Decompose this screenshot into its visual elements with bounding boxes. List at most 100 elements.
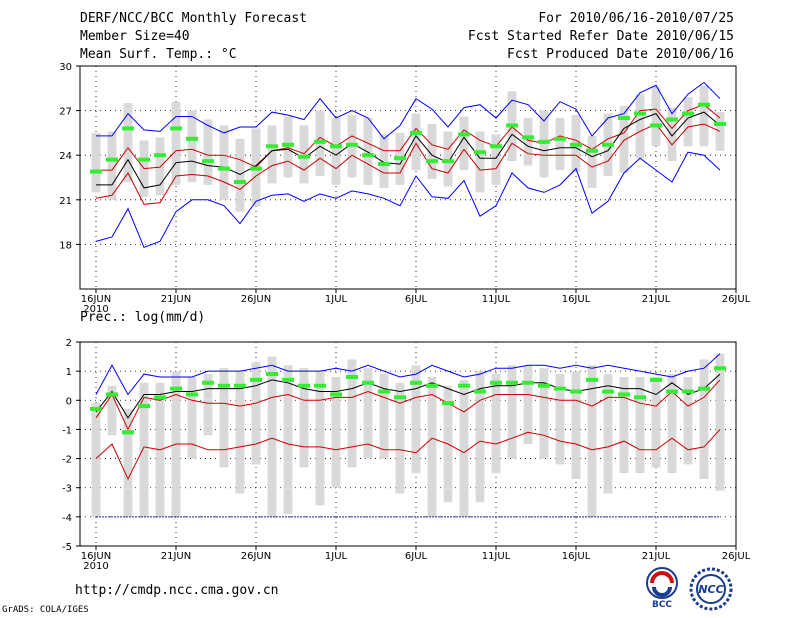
spread-box — [203, 119, 213, 185]
precipitation-panel: -5 -4 -3 -2 -1 0 1 2 16JUN 21JUN 26JUN 1JUL 6JUL 11JU… — [62, 338, 751, 572]
obs-marker — [410, 380, 422, 385]
spread-box — [587, 135, 597, 188]
x-tick-label: 11JUL — [482, 551, 511, 562]
obs-marker — [554, 136, 566, 141]
spread-box — [427, 376, 437, 517]
y-tick-label: 1 — [66, 367, 72, 378]
obs-marker — [458, 383, 470, 388]
spread-box — [107, 385, 117, 436]
obs-marker — [538, 139, 550, 144]
x-tick-label: 6JUL — [405, 294, 428, 305]
spread-box — [171, 101, 181, 185]
x-tick-label: 21JUL — [642, 551, 671, 562]
spread-box — [411, 113, 421, 171]
obs-marker — [202, 159, 214, 164]
spread-box — [491, 134, 501, 185]
obs-marker — [218, 166, 230, 171]
obs-marker — [186, 392, 198, 397]
x-tick-label: 11JUL — [482, 294, 511, 305]
obs-marker — [554, 386, 566, 391]
spread-box — [283, 365, 293, 514]
spread-box — [651, 376, 661, 468]
obs-marker — [410, 130, 422, 135]
obs-marker — [602, 389, 614, 394]
spread-box — [331, 376, 341, 488]
series-line-lower — [95, 123, 721, 205]
obs-marker — [186, 136, 198, 141]
spread-box — [219, 125, 229, 200]
x-tick-label: 21JUN — [161, 294, 191, 305]
obs-marker — [90, 169, 102, 174]
y-tick-label: 30 — [59, 62, 72, 73]
spread-box — [475, 131, 485, 193]
obs-marker — [442, 401, 454, 406]
obs-marker — [378, 162, 390, 167]
obs-marker — [650, 377, 662, 382]
y-tick-label: -5 — [62, 542, 72, 553]
spread-box — [651, 86, 661, 147]
spread-box — [539, 110, 549, 178]
obs-marker — [394, 156, 406, 161]
spread-box — [411, 365, 421, 474]
obs-marker — [170, 126, 182, 131]
obs-marker — [154, 395, 166, 400]
spread-box — [459, 116, 469, 171]
temperature-panel: 18 21 24 27 30 16JUN 21JUN 26JUN 1JUL 6JUL 11JUL 16… — [59, 62, 750, 315]
bcc-logo-text: BCC — [652, 600, 672, 609]
y-tick-label: 18 — [59, 240, 72, 251]
obs-marker — [266, 144, 278, 149]
spread-box — [427, 123, 437, 179]
series-line-upper — [95, 379, 721, 431]
spread-box — [667, 107, 677, 162]
y-tick-label: -4 — [62, 513, 72, 524]
obs-marker — [474, 150, 486, 155]
obs-marker — [282, 142, 294, 147]
spread-box — [299, 125, 309, 184]
series-line-mean — [96, 111, 721, 189]
obs-marker — [282, 377, 294, 382]
spread-box — [491, 374, 501, 474]
precip-panel-title: Prec.: log(mm/d) — [80, 310, 206, 325]
spread-box — [523, 118, 533, 166]
source-url[interactable]: http://cmdp.ncc.cma.gov.cn — [75, 583, 279, 598]
spread-box — [635, 376, 645, 474]
obs-marker — [714, 121, 726, 126]
series-line-max — [95, 353, 721, 396]
obs-marker — [442, 159, 454, 164]
obs-marker — [490, 380, 502, 385]
obs-marker — [682, 389, 694, 394]
x-year-label: 2010 — [83, 304, 108, 315]
series-line-mean — [95, 373, 721, 419]
obs-marker — [122, 430, 134, 435]
series-line-min — [95, 151, 721, 249]
obs-marker — [570, 142, 582, 147]
spread-box — [91, 132, 101, 193]
spread-box — [267, 356, 277, 517]
obs-marker — [314, 383, 326, 388]
obs-marker — [698, 102, 710, 107]
obs-marker — [346, 142, 358, 147]
spread-box — [203, 374, 213, 436]
spread-box — [683, 97, 693, 147]
obs-marker — [170, 386, 182, 391]
spread-box — [235, 371, 245, 494]
obs-marker — [266, 372, 278, 377]
obs-marker — [106, 392, 118, 397]
member-size-label: Member Size=40 — [80, 29, 190, 44]
obs-marker — [218, 383, 230, 388]
spread-box — [619, 106, 629, 174]
obs-marker — [458, 132, 470, 137]
obs-marker — [522, 380, 534, 385]
x-year-label: 2010 — [83, 561, 108, 572]
obs-marker — [714, 366, 726, 371]
y-tick-label: 2 — [66, 338, 72, 349]
series-line-lower — [95, 429, 721, 481]
obs-marker — [314, 139, 326, 144]
y-tick-label: 0 — [66, 396, 72, 407]
spread-box — [139, 382, 149, 517]
obs-marker — [634, 111, 646, 116]
grads-credit: GrADS: COLA/IGES — [2, 605, 89, 615]
forecast-period: For 2010/06/16-2010/07/25 — [538, 11, 734, 26]
x-tick-label: 1JUL — [325, 294, 348, 305]
